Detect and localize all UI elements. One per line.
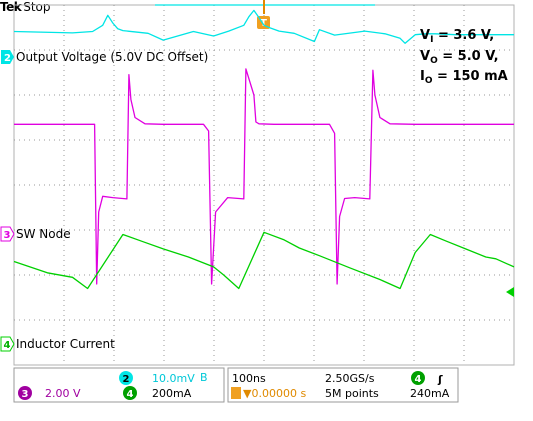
trigger-source-badge-text: 4 — [415, 374, 422, 385]
acquisition-state: Stop — [23, 0, 51, 14]
ch4-label: Inductor Current — [16, 337, 115, 351]
test-conditions: VI = 3.6 V, VO = 5.0 V, IO = 150 mA — [420, 28, 508, 86]
record-length: 5M points — [325, 387, 379, 400]
ch3-marker[interactable]: 3 — [0, 226, 15, 242]
ch2-marker[interactable]: 2 — [1, 50, 14, 64]
graticule-grid — [14, 5, 514, 365]
ch2-scale-badge-text: 2 — [123, 374, 130, 385]
ch2-marker-shape — [1, 50, 14, 64]
trigger-position: ▼0.00000 s — [243, 387, 306, 400]
ch2-waveform — [13, 9, 514, 44]
trigger-source-badge — [411, 371, 425, 385]
condition-vo: VO = 5.0 V, — [420, 49, 499, 66]
ch2-scale: 10.0mV — [152, 372, 195, 385]
ch2-bandwidth-icon: B — [200, 371, 208, 384]
timebase: 100ns — [232, 372, 266, 385]
ch2-label: Output Voltage (5.0V DC Offset) — [16, 50, 208, 64]
channel-scale-box[interactable] — [13, 367, 225, 403]
ch4-scale: 200mA — [152, 387, 192, 400]
trigger-slope-icon: ʃ — [437, 373, 443, 386]
trigger-position-icon — [231, 387, 241, 399]
ch2-marker-number: 2 — [4, 53, 11, 64]
ch4-scale-badge-text: 4 — [127, 389, 134, 400]
ch3-scale-badge-text: 3 — [22, 389, 29, 400]
status-bar: 2 10.0mV B 3 2.00 V 4 200mA 100ns 2.50GS… — [13, 367, 459, 403]
ch4-marker[interactable]: 4 — [0, 336, 15, 352]
trigger-level-marker[interactable] — [506, 287, 514, 297]
ch4-scale-badge — [123, 386, 137, 400]
ch3-label: SW Node — [16, 227, 71, 241]
ch2-scale-badge — [119, 371, 133, 385]
ch3-waveform — [14, 68, 514, 285]
scope-header: Tek Stop — [0, 0, 51, 14]
waveform-traces — [13, 9, 515, 290]
brand-label: Tek — [0, 0, 22, 14]
ch4-marker-number: 4 — [4, 340, 11, 351]
condition-io: IO = 150 mA — [420, 69, 508, 86]
sample-rate: 2.50GS/s — [325, 372, 375, 385]
ch3-scale: 2.00 V — [45, 387, 81, 400]
ch3-marker-number: 3 — [4, 230, 11, 241]
trigger-level: 240mA — [410, 387, 450, 400]
ch3-marker-shape — [0, 226, 15, 242]
ch3-scale-badge — [18, 386, 32, 400]
condition-vi: VI = 3.6 V, — [420, 28, 494, 45]
ch4-waveform — [13, 231, 515, 290]
ch4-marker-shape — [0, 336, 15, 352]
